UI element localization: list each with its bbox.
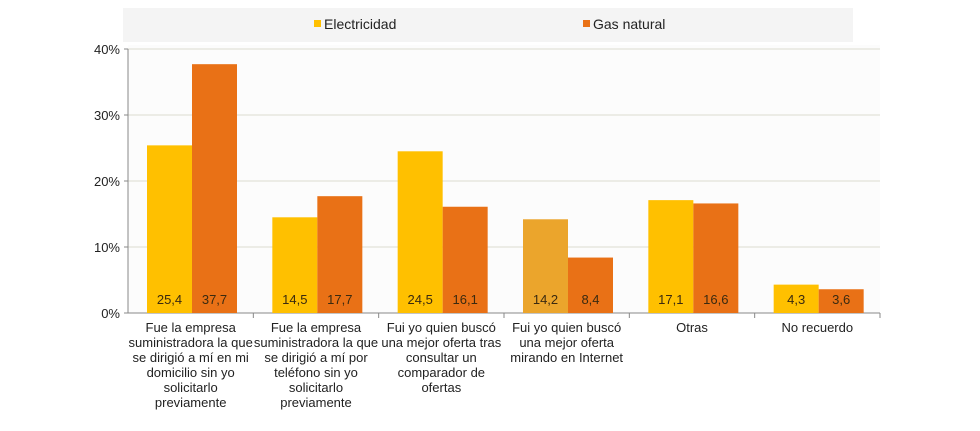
bar-gas-natural [317, 196, 363, 313]
x-tick-label: solicitarlo [289, 380, 343, 395]
legend-label-0: Electricidad [324, 16, 396, 32]
y-tick-label: 40% [94, 42, 120, 57]
bar-electricidad [773, 284, 819, 313]
data-label: 24,5 [408, 292, 433, 307]
data-label: 16,1 [453, 292, 478, 307]
x-tick-label: comparador de [398, 365, 485, 380]
x-tick-label: Otras [676, 320, 708, 335]
data-label: 37,7 [202, 292, 227, 307]
data-label: 14,5 [282, 292, 307, 307]
bar-electricidad [147, 145, 192, 313]
x-tick-label: previamente [155, 395, 227, 410]
x-tick-label: suministradora la que [254, 335, 378, 350]
x-tick-label: No recuerdo [782, 320, 854, 335]
data-label: 16,6 [703, 292, 728, 307]
legend-label-1: Gas natural [593, 16, 665, 32]
x-tick-label: previamente [280, 395, 352, 410]
x-tick-label: mirando en Internet [510, 350, 623, 365]
y-tick-label: 10% [94, 240, 120, 255]
x-tick-label: teléfono sin yo [274, 365, 358, 380]
x-tick-label: ofertas [421, 380, 461, 395]
legend-swatch-1 [583, 20, 590, 27]
x-tick-label: Fui yo quien buscó [512, 320, 621, 335]
data-label: 17,7 [327, 292, 352, 307]
bar-gas-natural [192, 64, 237, 314]
data-label: 17,1 [658, 292, 683, 307]
data-label: 3,6 [832, 292, 850, 307]
y-tick-label: 20% [94, 174, 120, 189]
bar-electricidad [272, 217, 318, 313]
x-tick-label: suministradora la que [129, 335, 253, 350]
y-tick-label: 30% [94, 108, 120, 123]
x-tick-label: una mejor oferta [519, 335, 614, 350]
bar-electricidad [523, 219, 568, 313]
x-tick-label: domicilio sin yo [147, 365, 235, 380]
data-label: 4,3 [787, 292, 805, 307]
x-tick-label: una mejor oferta tras [381, 335, 501, 350]
bar-gas-natural [568, 257, 613, 313]
x-tick-label: solicitarlo [164, 380, 218, 395]
x-tick-label: Fue la empresa [271, 320, 362, 335]
x-tick-label: Fue la empresa [146, 320, 237, 335]
data-label: 25,4 [157, 292, 182, 307]
x-tick-label: se dirigió a mí en mi [133, 350, 249, 365]
bar-electricidad [648, 200, 694, 313]
bar-gas-natural [818, 289, 864, 313]
legend-box [123, 8, 853, 42]
bar-gas-natural [693, 203, 739, 313]
data-label: 14,2 [533, 292, 558, 307]
x-tick-label: consultar un [406, 350, 477, 365]
bar-electricidad [397, 151, 443, 313]
legend-swatch-0 [314, 20, 321, 27]
plot-area [128, 45, 880, 313]
y-tick-label: 0% [101, 306, 120, 321]
bar-gas-natural [442, 206, 488, 313]
x-tick-label: Fui yo quien buscó [387, 320, 496, 335]
x-tick-label: se dirigió a mí por [264, 350, 368, 365]
data-label: 8,4 [581, 292, 599, 307]
